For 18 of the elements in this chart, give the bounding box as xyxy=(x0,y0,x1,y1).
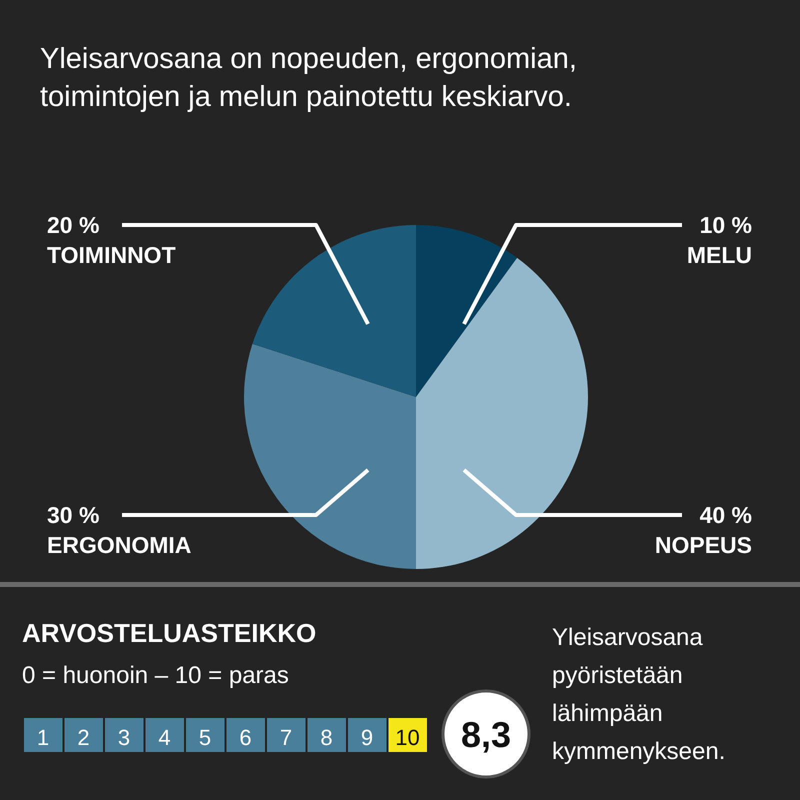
pie-slice xyxy=(416,225,518,397)
pie-slice xyxy=(252,225,416,397)
slice-label: NOPEUS xyxy=(654,532,752,558)
data-label: 40 % xyxy=(700,502,752,528)
slice-label: TOIMINNOT xyxy=(47,242,176,268)
rating-scale: 1 2 3 4 5 6 7 8 9 10 xyxy=(24,718,427,752)
text: Yleisarvosana pyöristetään lähimpään kymmenykseen. xyxy=(552,624,726,765)
slice-label: ERGONOMIA xyxy=(47,532,192,558)
data-label: 10 % xyxy=(700,212,752,238)
pie-slice xyxy=(244,344,416,569)
text: 8,3 xyxy=(460,714,512,755)
chart-title: Yleisarvosana on nopeuden, ergonomian, toimintojen ja melun painotettu keskiarvo. xyxy=(40,43,577,113)
pie-slice xyxy=(416,258,588,569)
data-label: 30 % xyxy=(47,502,100,528)
slice-label: MELU xyxy=(686,242,752,268)
text: 0 = huonoin – 10 = paras xyxy=(22,662,289,689)
text: ARVOSTELUASTEIKKO xyxy=(22,618,316,648)
data-label: 20 % xyxy=(47,212,100,238)
